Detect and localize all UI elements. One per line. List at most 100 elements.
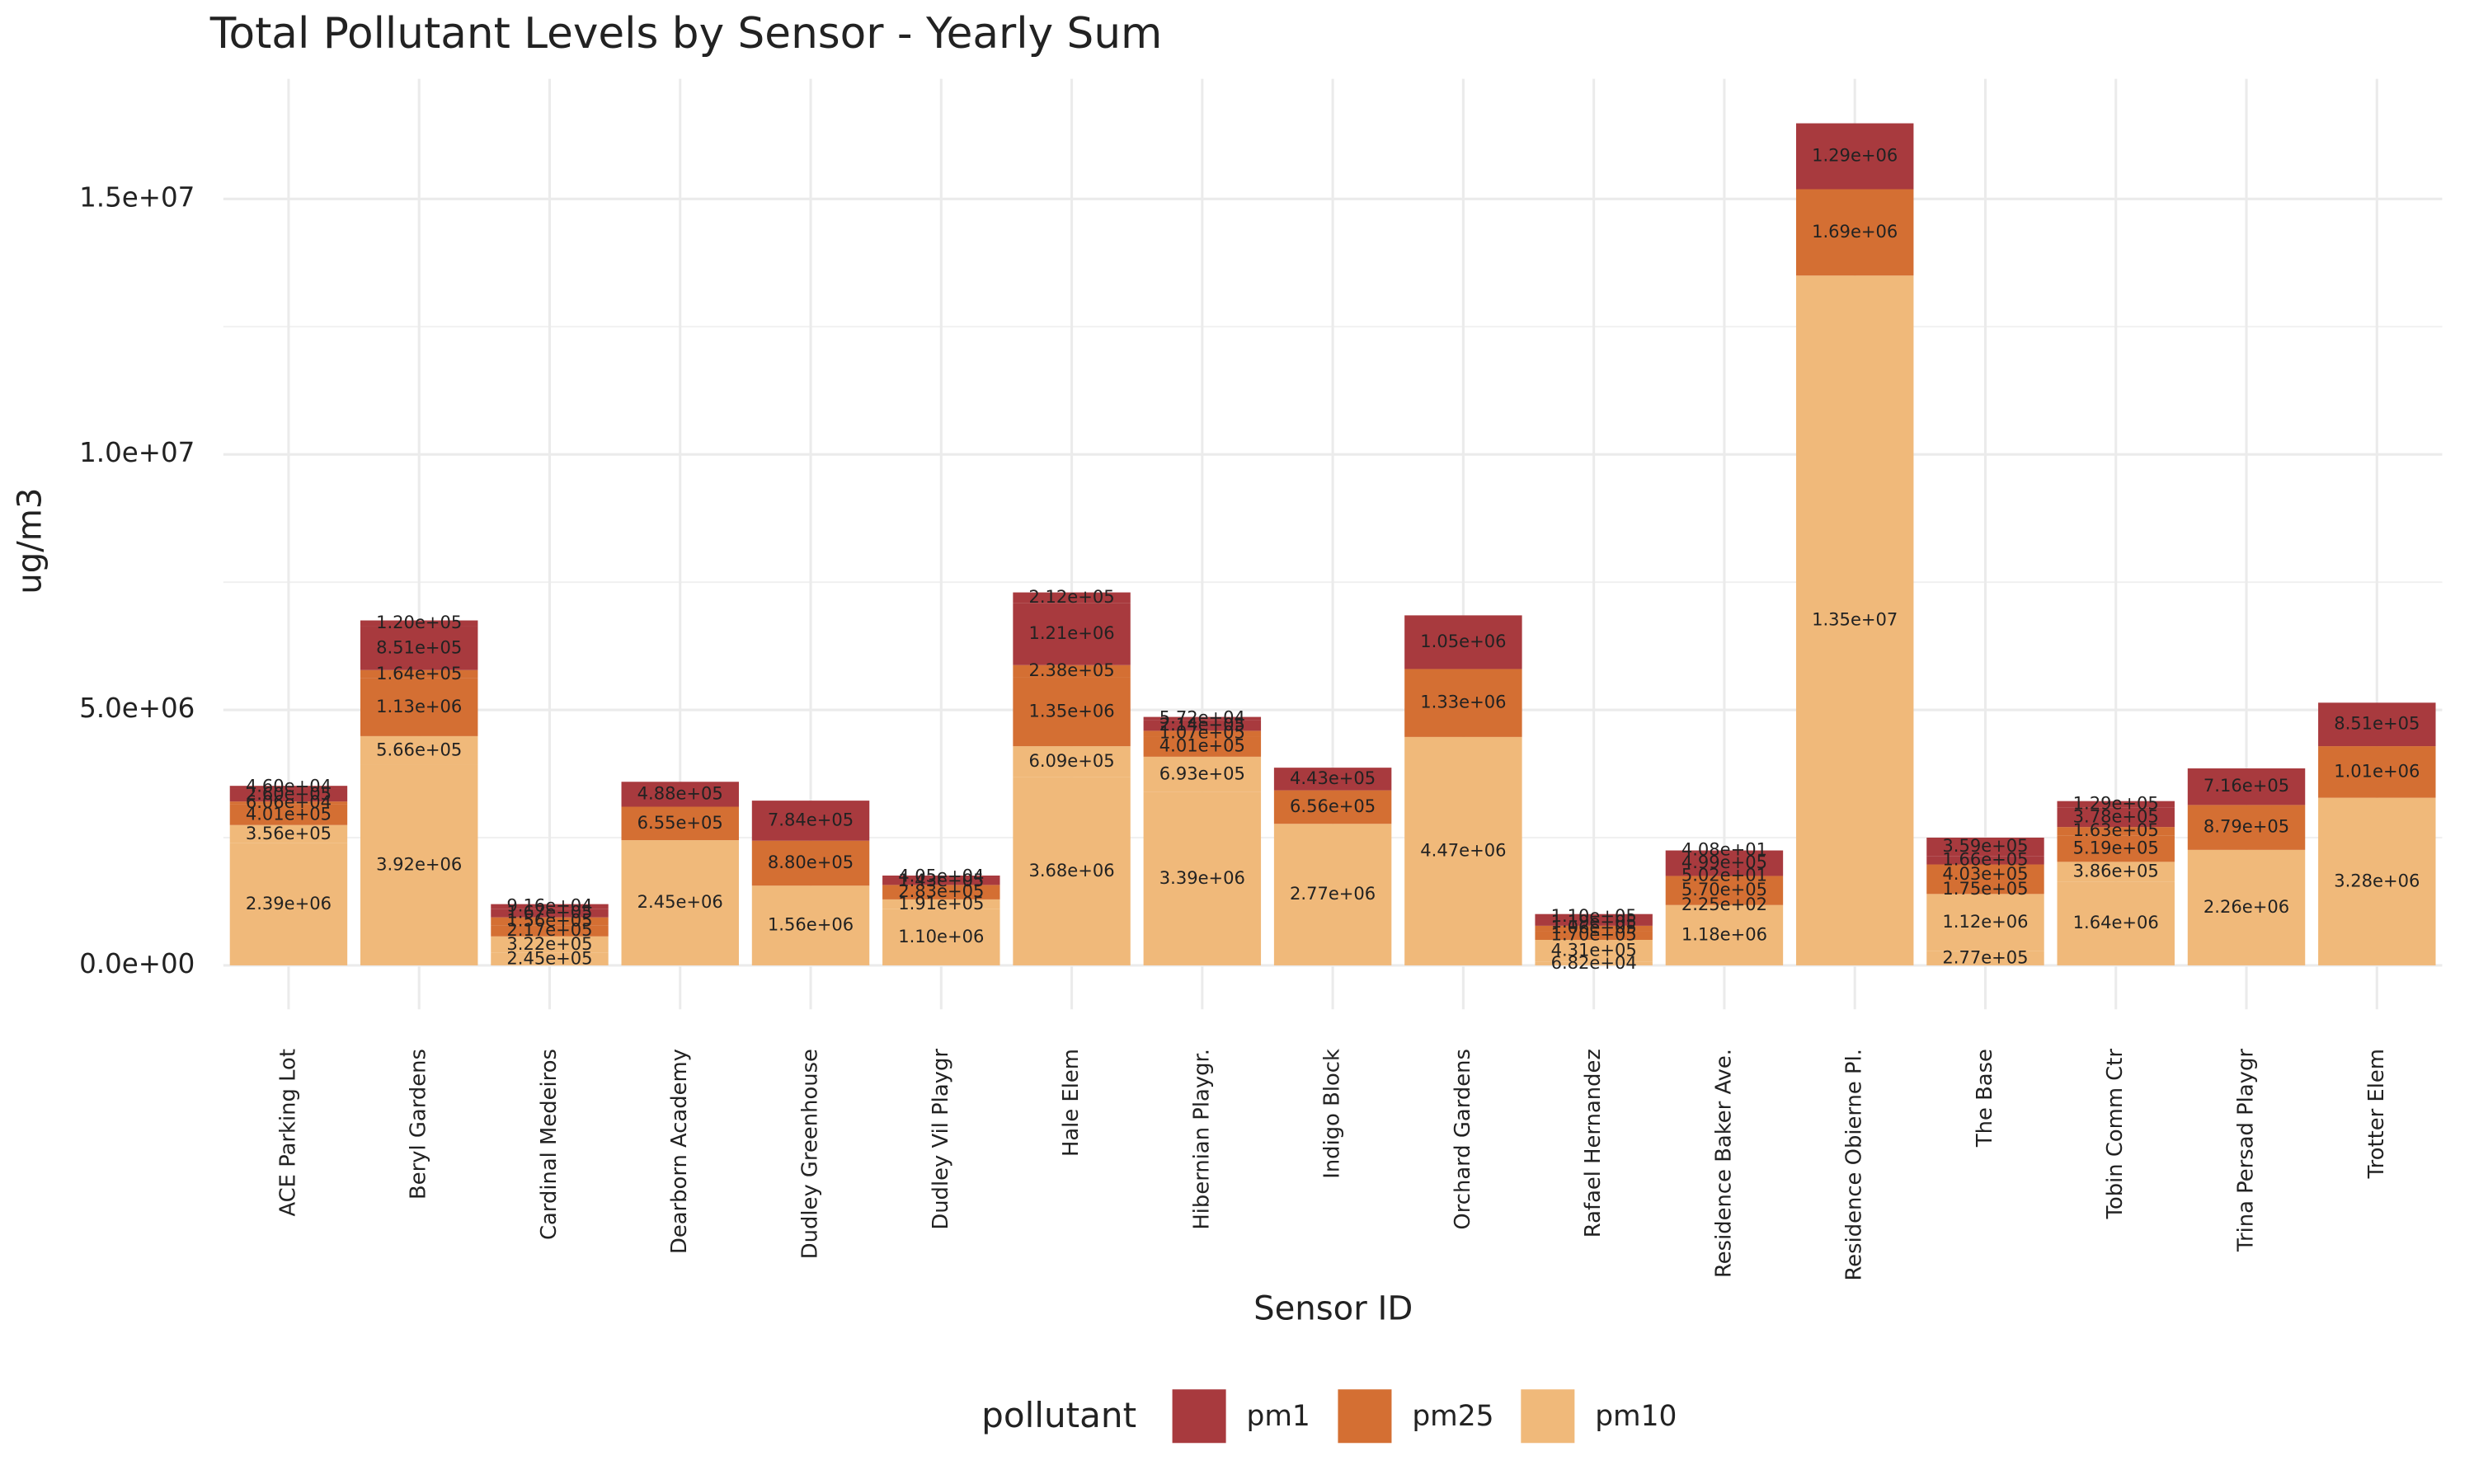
value-label: 1.10e+06 bbox=[898, 926, 984, 946]
bar-segment bbox=[360, 669, 478, 679]
bar-segment bbox=[1795, 275, 1914, 965]
x-tick-label: Trina Persad Playgr bbox=[2234, 1049, 2259, 1252]
legend-label: pm10 bbox=[1595, 1400, 1677, 1433]
bar-segment bbox=[751, 801, 870, 841]
value-label: 4.88e+05 bbox=[637, 782, 723, 803]
x-tick-label: Cardinal Medeiros bbox=[537, 1049, 562, 1240]
value-label: 3.92e+06 bbox=[376, 853, 462, 874]
bar-segment bbox=[2057, 881, 2175, 965]
bar-segment bbox=[2057, 827, 2175, 836]
value-label: 2.39e+06 bbox=[246, 893, 332, 913]
value-label: 1.56e+05 bbox=[506, 910, 592, 931]
value-label: 2.83e+05 bbox=[898, 881, 984, 901]
value-label: 8.51e+05 bbox=[2334, 713, 2420, 734]
y-tick-label: 0.0e+00 bbox=[79, 948, 195, 979]
bar-segment bbox=[1926, 894, 2044, 951]
value-label: 3.28e+06 bbox=[2334, 870, 2420, 890]
value-label: 7.16e+05 bbox=[2204, 775, 2289, 796]
bar-segment bbox=[1013, 677, 1131, 747]
x-tick-label: Hale Elem bbox=[1059, 1049, 1084, 1157]
bar-segment bbox=[360, 620, 478, 627]
value-label: 2.17e+05 bbox=[506, 919, 592, 940]
value-label: 1.69e+06 bbox=[1812, 221, 1898, 242]
bar-segment bbox=[1404, 615, 1522, 669]
value-label: 6.55e+05 bbox=[637, 812, 723, 833]
value-label: 8.79e+05 bbox=[2204, 816, 2289, 837]
value-label: 2.38e+05 bbox=[1028, 660, 1114, 680]
x-tick-label: Residence Obierne Pl. bbox=[1842, 1049, 1867, 1280]
bar-segment bbox=[1143, 791, 1262, 965]
value-label: 1.91e+05 bbox=[898, 893, 984, 913]
bar-segment bbox=[491, 904, 609, 909]
x-tick-label: Orchard Gardens bbox=[1451, 1049, 1475, 1230]
bar-segment bbox=[2318, 797, 2436, 965]
value-label: 2.77e+05 bbox=[1942, 946, 2028, 967]
y-tick-label: 5.0e+06 bbox=[79, 693, 195, 724]
bar-segment bbox=[2318, 746, 2436, 798]
value-label: 3.22e+05 bbox=[506, 933, 592, 954]
value-label: 8.80e+05 bbox=[768, 852, 854, 872]
bar-segment bbox=[1013, 777, 1131, 965]
bar-segment bbox=[1143, 756, 1262, 792]
bar-segment bbox=[491, 925, 609, 937]
legend-key bbox=[1521, 1389, 1575, 1444]
value-label: 4.60e+04 bbox=[246, 776, 332, 796]
value-label: 4.05e+04 bbox=[898, 865, 984, 885]
value-label: 6.06e+04 bbox=[246, 791, 332, 812]
bar-segment bbox=[2187, 849, 2306, 965]
value-label: 1.66e+05 bbox=[1942, 848, 2028, 869]
x-tick-label: Dudley Vil Playgr bbox=[929, 1049, 953, 1230]
value-label: 4.01e+05 bbox=[246, 803, 332, 824]
value-label: 1.01e+06 bbox=[2334, 760, 2420, 781]
value-label: 4.31e+05 bbox=[1551, 939, 1637, 960]
bar-segment bbox=[751, 840, 870, 886]
bar-segment bbox=[360, 626, 478, 670]
x-tick-label: Residence Baker Ave. bbox=[1711, 1049, 1736, 1278]
value-label: 3.86e+05 bbox=[2073, 860, 2159, 881]
bar-segment bbox=[1926, 951, 2044, 965]
legend-title: pollutant bbox=[981, 1395, 1136, 1435]
value-label: 1.13e+06 bbox=[376, 696, 462, 716]
bar-segment bbox=[1926, 837, 2044, 857]
bar-segment bbox=[491, 936, 609, 953]
bar-segment bbox=[1535, 913, 1653, 920]
value-label: 1.05e+06 bbox=[1420, 631, 1506, 651]
value-label: 2.77e+06 bbox=[1290, 883, 1376, 904]
value-label: 1.10e+05 bbox=[1551, 905, 1637, 926]
bar-segment bbox=[229, 804, 348, 825]
x-tick-label: Hibernian Playgr. bbox=[1189, 1049, 1214, 1230]
value-label: 1.70e+05 bbox=[1551, 924, 1637, 945]
bar-segment bbox=[1665, 850, 1784, 876]
value-label: 1.07e+05 bbox=[1159, 722, 1245, 743]
bar-segment bbox=[360, 764, 478, 965]
bar-segment bbox=[621, 782, 739, 807]
bar-segment bbox=[229, 788, 348, 802]
bar-segment bbox=[1143, 730, 1262, 737]
bar-segment bbox=[1013, 746, 1131, 777]
value-label: 1.35e+07 bbox=[1812, 609, 1898, 630]
bar-segment bbox=[621, 840, 739, 965]
value-label: 1.21e+06 bbox=[1028, 622, 1114, 643]
bar-segment bbox=[1535, 925, 1653, 932]
value-label: 1.19e+05 bbox=[1551, 911, 1637, 932]
y-tick-label: 1.5e+07 bbox=[79, 181, 195, 213]
legend-key bbox=[1338, 1389, 1392, 1444]
value-label: 1.33e+06 bbox=[1420, 692, 1506, 712]
bar-segment bbox=[1143, 736, 1262, 757]
bar-segment bbox=[1143, 716, 1262, 721]
bar-segment bbox=[491, 952, 609, 965]
y-tick-label: 1.0e+07 bbox=[79, 437, 195, 468]
bar-segment bbox=[882, 909, 1000, 965]
bar-segment bbox=[1535, 931, 1653, 940]
value-label: 7.84e+05 bbox=[768, 809, 854, 829]
value-label: 4.99e+05 bbox=[1681, 852, 1767, 872]
value-label: 5.02e+01 bbox=[1681, 864, 1767, 885]
x-tick-label: Beryl Gardens bbox=[407, 1049, 431, 1200]
value-label: 1.20e+05 bbox=[376, 612, 462, 632]
x-tick-label: Tobin Comm Ctr bbox=[2103, 1049, 2128, 1220]
value-label: 4.03e+05 bbox=[1942, 863, 2028, 884]
value-label: 1.63e+05 bbox=[2073, 819, 2159, 840]
legend-label: pm25 bbox=[1412, 1400, 1493, 1433]
bar-segment bbox=[751, 885, 870, 965]
